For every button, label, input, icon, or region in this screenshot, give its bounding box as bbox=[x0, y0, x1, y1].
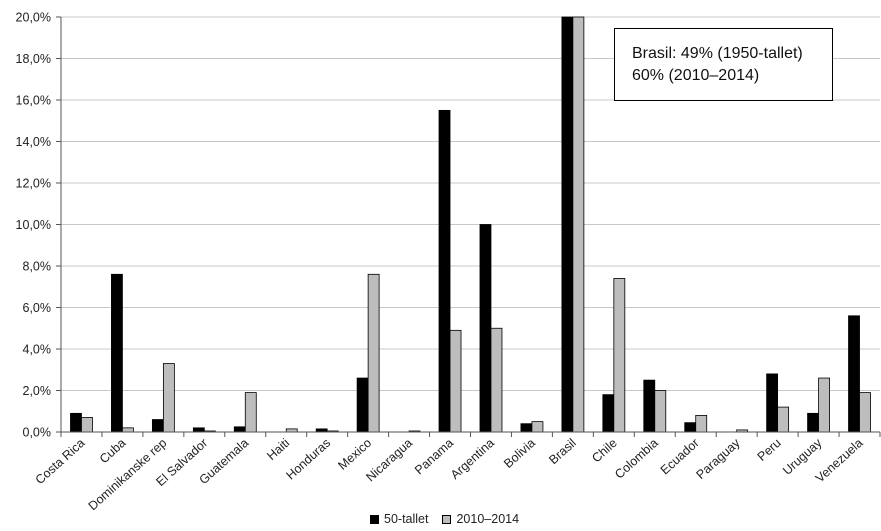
bar bbox=[367, 273, 380, 433]
y-tick-label: 2,0% bbox=[23, 384, 52, 398]
legend: 50-tallet 2010–2014 bbox=[370, 512, 533, 526]
x-category-label: Paraguay bbox=[694, 435, 744, 482]
y-tick-label: 20,0% bbox=[16, 11, 51, 25]
legend-item-2010-2014: 2010–2014 bbox=[442, 512, 519, 526]
bar bbox=[244, 392, 257, 433]
x-category-label: Costa Rica bbox=[33, 436, 88, 487]
y-tick-label: 14,0% bbox=[16, 135, 51, 149]
bar bbox=[695, 414, 708, 433]
bar bbox=[111, 273, 123, 433]
bar bbox=[233, 426, 246, 433]
x-category-label: Peru bbox=[755, 436, 784, 464]
bar bbox=[438, 109, 451, 433]
gridlines bbox=[61, 16, 880, 391]
y-tick-label: 16,0% bbox=[16, 94, 51, 108]
bar bbox=[613, 278, 626, 433]
bar-chart: 0,0% 2,0% 4,0% 6,0% 8,0% 10,0% 12,0% 14,0% 16,0%… bbox=[16, 11, 881, 510]
y-tick-label: 10,0% bbox=[16, 218, 51, 232]
bar bbox=[449, 329, 462, 433]
x-category-label: Brasil bbox=[546, 436, 579, 467]
y-tick-label: 4,0% bbox=[23, 343, 52, 357]
x-category-label: Cuba bbox=[97, 436, 129, 466]
y-tick-label: 6,0% bbox=[23, 301, 52, 315]
bar bbox=[859, 392, 871, 433]
legend-swatch-50-tallet bbox=[370, 514, 379, 524]
bar bbox=[848, 315, 860, 433]
bar bbox=[684, 422, 697, 433]
bar bbox=[777, 406, 790, 433]
x-category-label: Chile bbox=[589, 436, 620, 465]
brasil-annotation-box: Brasil: 49% (1950-tallet) 60% (2010–2014… bbox=[614, 28, 833, 101]
y-tick-label: 8,0% bbox=[23, 260, 52, 274]
bar bbox=[602, 394, 615, 433]
annotation-line-1: Brasil: 49% (1950-tallet) bbox=[632, 45, 803, 62]
bar bbox=[520, 423, 533, 433]
x-category-label: Haiti bbox=[264, 436, 292, 463]
x-category-label: Honduras bbox=[284, 436, 334, 483]
bar bbox=[151, 419, 164, 433]
y-tick-label: 18,0% bbox=[16, 52, 51, 66]
y-tick-label: 0,0% bbox=[23, 426, 52, 440]
bar bbox=[531, 421, 544, 433]
bar bbox=[818, 377, 830, 433]
legend-label-50-tallet: 50-tallet bbox=[384, 512, 429, 526]
bar bbox=[122, 427, 134, 433]
bar bbox=[162, 363, 175, 433]
bar bbox=[70, 412, 82, 433]
y-axis-tick-labels: 0,0% 2,0% 4,0% 6,0% 8,0% 10,0% 12,0% 14,0% 16,0%… bbox=[16, 11, 51, 440]
legend-label-2010-2014: 2010–2014 bbox=[456, 512, 520, 526]
x-category-label: Mexico bbox=[335, 436, 374, 473]
x-category-label: Colombia bbox=[612, 436, 661, 482]
bar bbox=[356, 377, 369, 433]
bar bbox=[654, 390, 667, 433]
bar bbox=[766, 373, 779, 433]
axes bbox=[56, 16, 881, 437]
bar bbox=[490, 327, 503, 433]
bar bbox=[572, 16, 585, 433]
bar bbox=[643, 379, 656, 433]
bar bbox=[192, 427, 205, 433]
legend-item-50-tallet: 50-tallet bbox=[370, 512, 428, 526]
x-category-label: Bolivia bbox=[501, 436, 538, 471]
legend-swatch-2010-2014 bbox=[442, 514, 452, 524]
bar bbox=[479, 224, 492, 433]
bars bbox=[70, 16, 871, 433]
x-category-label: Argentina bbox=[448, 436, 497, 482]
bar bbox=[81, 417, 93, 433]
y-tick-label: 12,0% bbox=[16, 177, 51, 191]
annotation-line-2: 60% (2010–2014) bbox=[632, 67, 760, 84]
bar bbox=[807, 412, 819, 433]
bar bbox=[561, 16, 574, 433]
